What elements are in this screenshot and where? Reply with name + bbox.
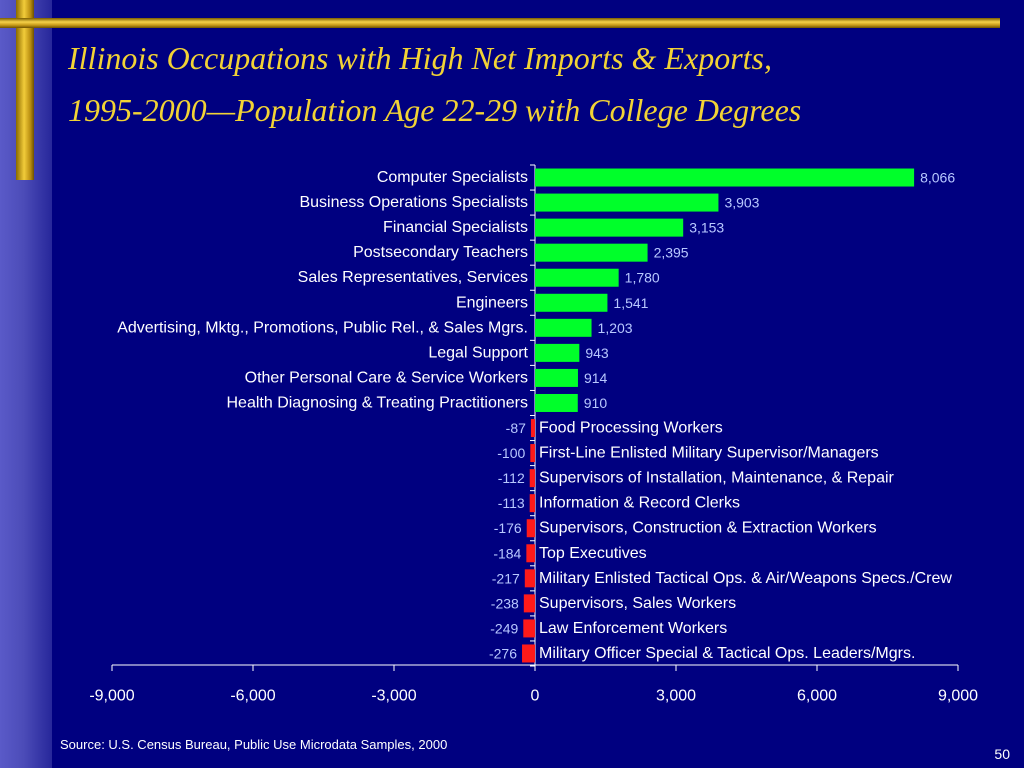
- positive-bar: [535, 393, 578, 412]
- data-label: 3,903: [724, 195, 759, 211]
- negative-bar: [523, 594, 535, 613]
- category-label: Supervisors, Sales Workers: [539, 595, 736, 612]
- negative-bar: [529, 494, 535, 513]
- positive-bar: [535, 193, 719, 212]
- data-label: 910: [584, 395, 608, 411]
- category-label: Supervisors, Construction & Extraction W…: [539, 520, 877, 537]
- data-label: 914: [584, 370, 608, 386]
- slide-title: Illinois Occupations with High Net Impor…: [68, 32, 1008, 136]
- data-label: 943: [585, 345, 609, 361]
- category-label: Health Diagnosing & Treating Practitione…: [227, 394, 529, 411]
- negative-bar: [522, 644, 535, 663]
- negative-bar: [524, 569, 535, 588]
- category-label: Engineers: [456, 294, 528, 311]
- category-label: Postsecondary Teachers: [353, 244, 528, 261]
- negative-bar: [526, 544, 535, 563]
- x-tick-label: 6,000: [797, 688, 837, 705]
- positive-bar: [535, 368, 578, 387]
- negative-bar: [523, 619, 535, 638]
- category-label: Law Enforcement Workers: [539, 620, 727, 637]
- data-label: -249: [490, 620, 518, 636]
- category-label: Advertising, Mktg., Promotions, Public R…: [117, 319, 528, 336]
- negative-bar: [530, 444, 535, 463]
- data-label: -184: [493, 545, 521, 561]
- data-label: -112: [498, 470, 525, 486]
- positive-bar: [535, 218, 684, 237]
- data-label: -176: [494, 520, 522, 536]
- data-label: 3,153: [689, 220, 724, 236]
- category-label: Financial Specialists: [383, 219, 528, 236]
- data-label: -217: [492, 570, 520, 586]
- positive-bar: [535, 318, 592, 337]
- category-label: Military Enlisted Tactical Ops. & Air/We…: [539, 570, 952, 587]
- title-line-1: Illinois Occupations with High Net Impor…: [68, 40, 772, 76]
- category-label: Sales Representatives, Services: [298, 269, 528, 286]
- data-label: 1,541: [613, 295, 648, 311]
- category-label: Supervisors of Installation, Maintenance…: [539, 470, 895, 487]
- data-label: -87: [506, 420, 526, 436]
- category-label: Information & Record Clerks: [539, 495, 740, 512]
- source-note: Source: U.S. Census Bureau, Public Use M…: [60, 737, 448, 752]
- x-tick-label: 3,000: [656, 688, 696, 705]
- x-tick-label: -9,000: [89, 688, 134, 705]
- positive-bar: [535, 243, 648, 262]
- x-tick-label: 0: [531, 688, 540, 705]
- x-tick-label: -3,000: [371, 688, 416, 705]
- page-number: 50: [994, 746, 1010, 762]
- positive-bar: [535, 168, 915, 187]
- category-label: Top Executives: [539, 545, 647, 562]
- data-label: -100: [497, 445, 525, 461]
- data-label: -113: [498, 495, 525, 511]
- positive-bar: [535, 293, 608, 312]
- category-label: First-Line Enlisted Military Supervisor/…: [539, 445, 879, 462]
- category-label: Computer Specialists: [377, 169, 528, 186]
- category-label: Military Officer Special & Tactical Ops.…: [539, 645, 915, 662]
- category-label: Business Operations Specialists: [299, 194, 528, 211]
- gold-top-rule: [0, 18, 1000, 28]
- negative-bar: [526, 519, 535, 538]
- x-tick-label: -6,000: [230, 688, 275, 705]
- data-label: 2,395: [654, 245, 689, 261]
- positive-bar: [535, 343, 580, 362]
- positive-bar: [535, 268, 619, 287]
- negative-bar: [530, 419, 535, 438]
- category-label: Legal Support: [428, 344, 528, 361]
- title-line-2: 1995-2000—Population Age 22-29 with Coll…: [68, 92, 802, 128]
- data-label: -276: [489, 645, 517, 661]
- category-label: Food Processing Workers: [539, 420, 723, 437]
- gold-accent-bar: [16, 0, 34, 180]
- data-label: 1,203: [598, 320, 633, 336]
- data-label: -238: [491, 595, 519, 611]
- negative-bar: [529, 469, 535, 488]
- x-tick-label: 9,000: [938, 688, 978, 705]
- data-label: 1,780: [625, 270, 660, 286]
- category-label: Other Personal Care & Service Workers: [245, 369, 528, 386]
- data-label: 8,066: [920, 170, 955, 186]
